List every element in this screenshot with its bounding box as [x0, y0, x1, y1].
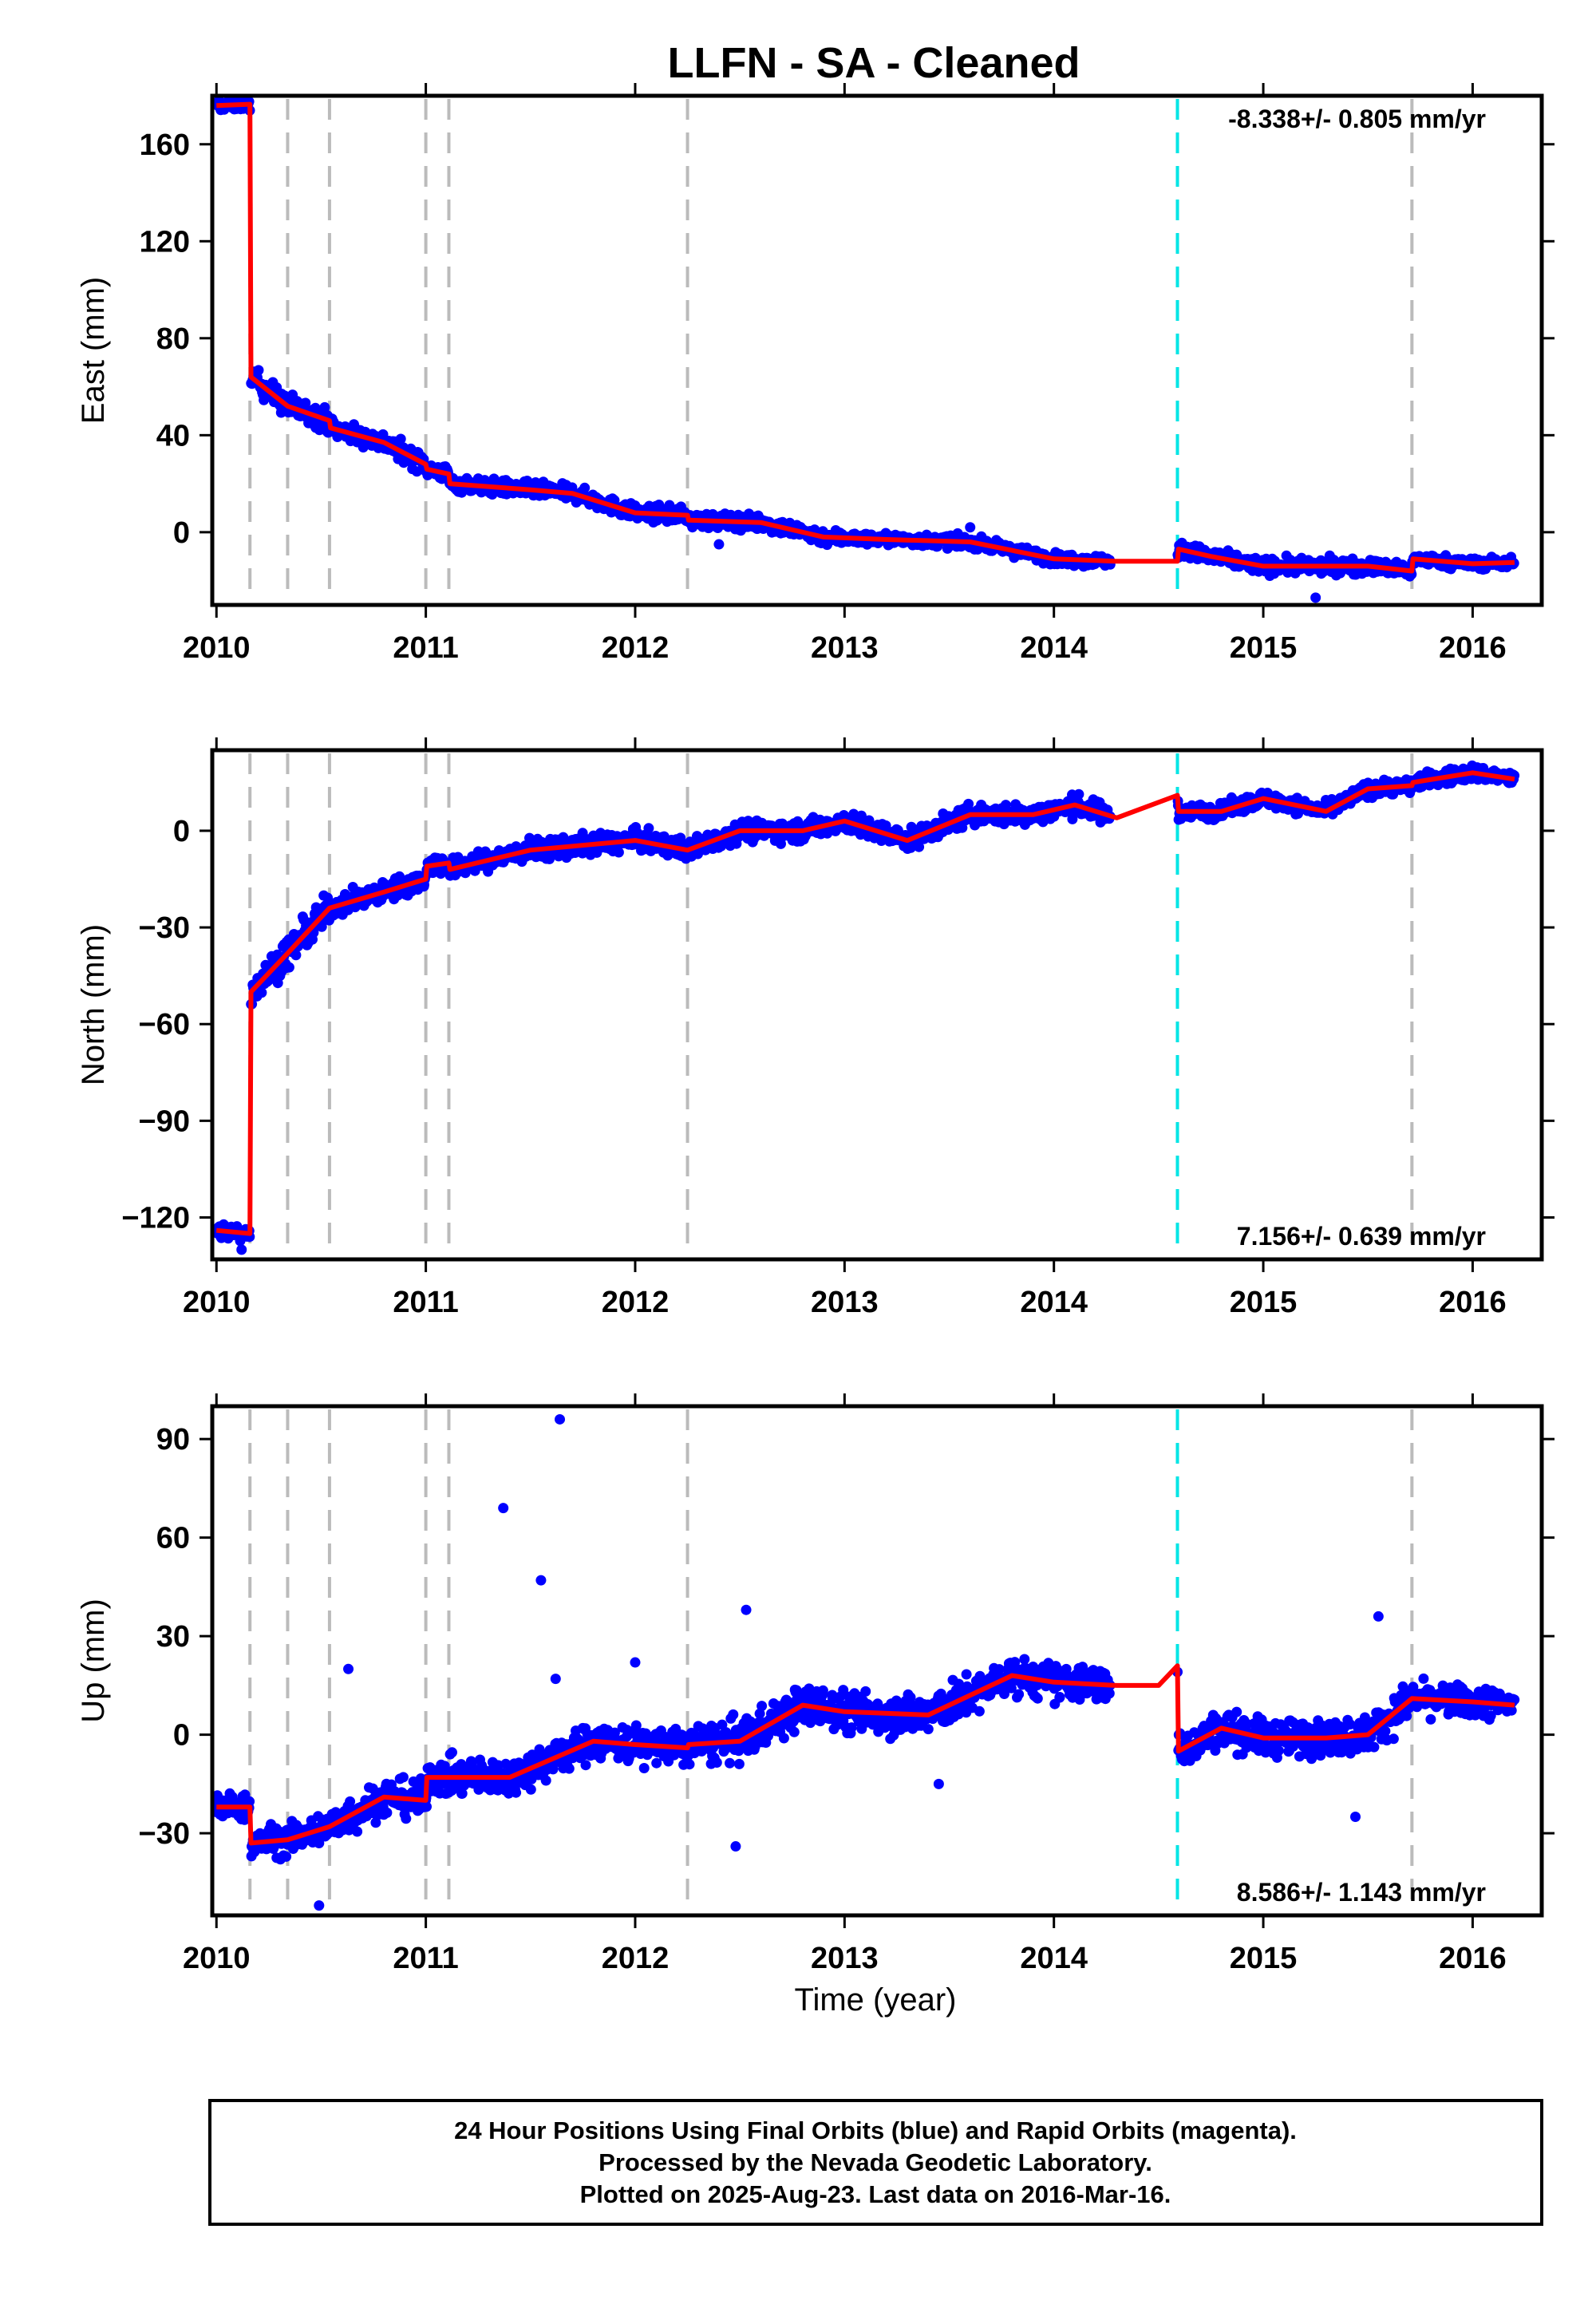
north-obs-point: [675, 832, 686, 844]
up-obs-point: [511, 1787, 522, 1798]
north-ytick-label: −90: [139, 1105, 190, 1138]
north-frame: [210, 748, 1544, 1262]
north-rate-label: 7.156+/- 0.639 mm/yr: [1237, 1222, 1486, 1251]
north-model-line: [215, 770, 1515, 1236]
east-ytick-label: 80: [156, 322, 190, 356]
up-obs-point: [725, 1757, 735, 1769]
east-ytick-label: 120: [140, 225, 190, 259]
north-xtick-label: 2011: [393, 1286, 458, 1319]
east-observations: [212, 96, 1519, 603]
up-obs-point: [630, 1720, 642, 1731]
panels: 0 40 80 120 160 2010 2011 2012 2013 2014 2015 2016 E…: [76, 83, 1555, 2018]
up-obs-point: [838, 1685, 849, 1696]
east-ytick-label: 40: [156, 419, 190, 453]
east-outlier-point: [965, 522, 976, 533]
up-obs-point: [370, 1817, 381, 1828]
east-xtick-label: 2015: [1230, 631, 1298, 665]
up-obs-point: [728, 1709, 739, 1720]
north-obs-point: [963, 798, 974, 809]
east-frame: [210, 93, 1544, 607]
up-obs-point: [456, 1788, 468, 1799]
north-xtick-label: 2016: [1439, 1286, 1507, 1319]
up-obs-point: [540, 1775, 551, 1786]
up-obs-point: [547, 1764, 559, 1775]
north-xtick-label: 2014: [1020, 1286, 1088, 1319]
up-obs-point: [345, 1796, 356, 1807]
up-obs-point: [447, 1747, 457, 1758]
north-xtick-label: 2012: [602, 1286, 670, 1319]
north-obs-point: [283, 962, 294, 973]
chart-title: LLFN - SA - Cleaned: [667, 39, 1080, 87]
east-ylabel: East (mm): [76, 277, 111, 424]
east-outlier-point: [713, 539, 725, 550]
north-obs-point: [914, 841, 925, 852]
east-xtick-label: 2012: [602, 631, 670, 665]
east-model-line: [216, 101, 1515, 574]
up-observations: [212, 1413, 1520, 1911]
east-xtick-label: 2011: [393, 631, 458, 665]
north-outlier-point: [236, 1244, 247, 1255]
up-obs-point: [684, 1759, 695, 1770]
north-ytick-label: 0: [173, 815, 190, 848]
north-ytick-label: −120: [121, 1202, 190, 1235]
up-obs-point: [757, 1701, 768, 1712]
up-obs-point: [817, 1685, 828, 1696]
up-obs-point: [711, 1757, 722, 1768]
up-obs-point: [281, 1851, 292, 1862]
east-panel: 0 40 80 120 160 2010 2011 2012 2013 2014 2015 2016 E…: [76, 83, 1555, 665]
up-obs-point: [401, 1813, 412, 1824]
up-obs-point: [846, 1722, 857, 1733]
north-obs-point: [613, 847, 624, 858]
north-panel: −120 −90 −60 −30 0 2010 2011 2012 2013 2014 2015 20…: [76, 737, 1555, 1319]
east-ytick-label: 160: [140, 128, 190, 162]
north-observations: [212, 760, 1520, 1255]
east-obs-point: [395, 433, 406, 445]
up-obs-point: [733, 1758, 745, 1769]
north-obs-point: [776, 838, 786, 849]
north-xtick-label: 2010: [183, 1286, 251, 1319]
north-xtick-label: 2013: [811, 1286, 879, 1319]
east-rate-label: -8.338+/- 0.805 mm/yr: [1228, 105, 1486, 133]
up-obs-point: [397, 1772, 409, 1783]
east-ytick-label: 0: [173, 516, 190, 550]
up-obs-point: [244, 1796, 255, 1807]
north-obs-point: [316, 921, 327, 932]
up-obs-point: [778, 1733, 789, 1744]
up-obs-point: [381, 1807, 393, 1818]
east-xtick-label: 2016: [1439, 631, 1507, 665]
up-obs-point: [788, 1726, 800, 1737]
east-obs-point: [253, 365, 264, 376]
east-xtick-label: 2010: [183, 631, 251, 665]
up-obs-point: [651, 1757, 662, 1769]
east-xtick-label: 2014: [1020, 631, 1088, 665]
east-xtick-label: 2013: [811, 631, 879, 665]
east-obs-point: [609, 495, 620, 506]
up-obs-point: [580, 1760, 591, 1771]
north-obs-point: [643, 823, 654, 834]
north-ylabel: North (mm): [76, 924, 111, 1085]
up-obs-point: [525, 1784, 536, 1795]
up-obs-point: [563, 1763, 575, 1774]
east-obs-point: [579, 482, 591, 493]
north-ytick-label: −60: [139, 1008, 190, 1041]
north-obs-point: [290, 950, 302, 961]
north-xtick-label: 2015: [1230, 1286, 1298, 1319]
up-obs-point: [638, 1763, 650, 1773]
north-obs-point: [256, 987, 267, 998]
up-obs-point: [352, 1826, 363, 1837]
up-obs-point: [421, 1801, 432, 1812]
north-obs-point: [1067, 813, 1078, 824]
east-outlier-point: [1310, 592, 1321, 603]
north-ytick-label: −30: [139, 911, 190, 945]
north-obs-point: [1073, 788, 1084, 800]
